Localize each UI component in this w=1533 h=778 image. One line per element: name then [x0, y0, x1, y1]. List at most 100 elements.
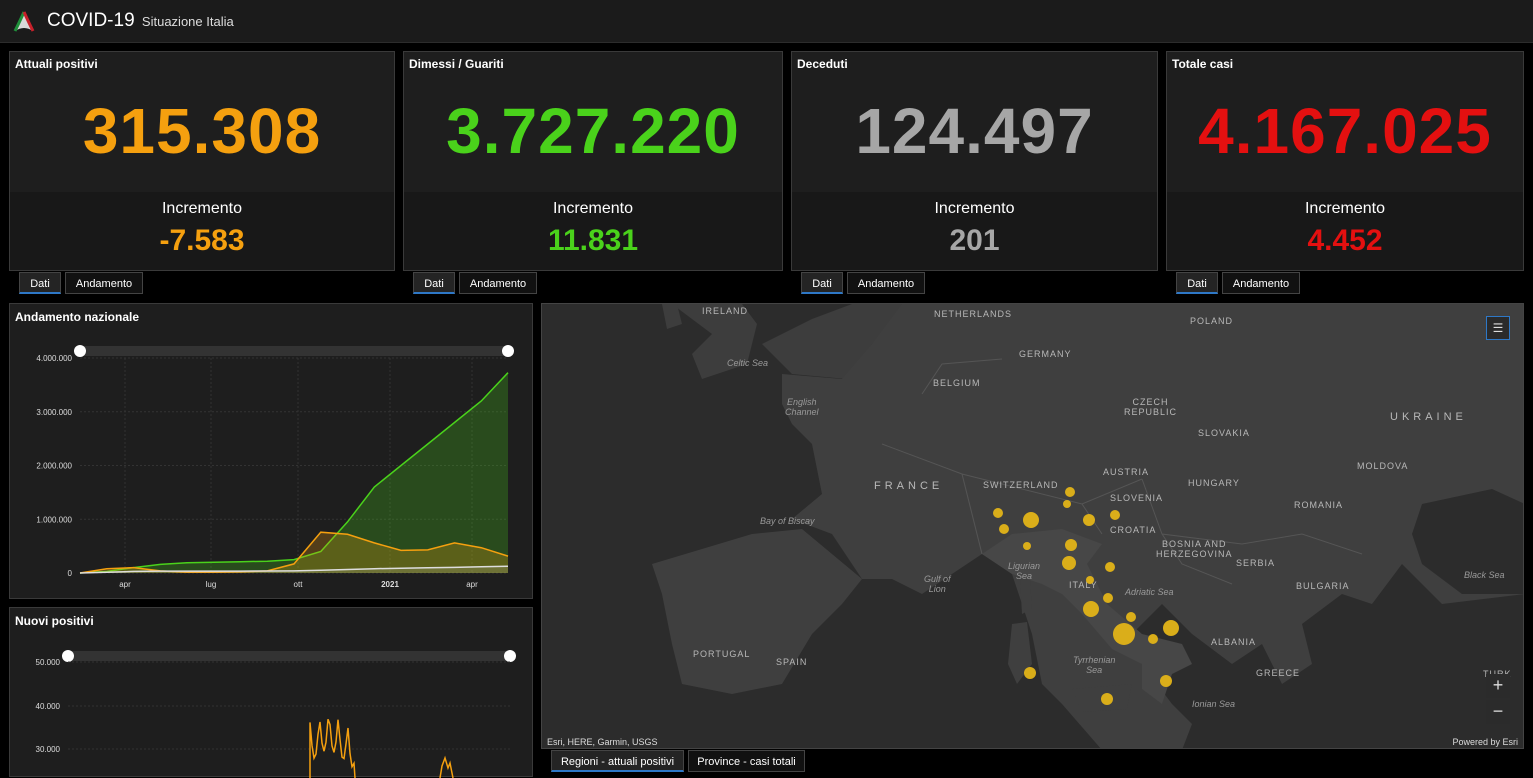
map-label-italy: ITALY [1069, 580, 1098, 590]
y-tick-label: 50.000 [36, 658, 61, 667]
series-area [80, 532, 508, 573]
increment-value: 11.831 [547, 224, 639, 257]
map-powered-by[interactable]: Powered by Esri [1452, 737, 1518, 747]
region-marker [1113, 623, 1135, 645]
y-tick-label: 1.000.000 [36, 515, 72, 524]
tab-andamento[interactable]: Andamento [847, 272, 925, 294]
map-label-serbia: SERBIA [1236, 558, 1276, 568]
region-marker [1023, 542, 1031, 550]
app-logo-icon [13, 11, 35, 32]
chart-title: Nuovi positivi [15, 614, 94, 628]
region-marker [1024, 667, 1036, 679]
map-label-english-channel: English Channel [785, 397, 819, 417]
region-marker [1065, 539, 1077, 551]
map-label-adriatic: Adriatic Sea [1125, 587, 1174, 597]
increment-label: Incremento [1304, 200, 1386, 217]
map-label-netherlands: NETHERLANDS [934, 309, 1013, 319]
increment-value: -7.583 [159, 224, 245, 257]
x-tick-label: apr [466, 580, 478, 589]
map-attribution: Esri, HERE, Garmin, USGS [547, 737, 658, 747]
card-title: Attuali positivi [15, 57, 98, 71]
tab-province[interactable]: Province - casi totali [688, 750, 805, 772]
region-marker [1063, 500, 1071, 508]
map-label-tyrrhenian: Tyrrhenian Sea [1073, 655, 1116, 675]
tab-dati[interactable]: Dati [19, 272, 61, 294]
region-marker [1110, 510, 1120, 520]
tab-dati[interactable]: Dati [801, 272, 843, 294]
map-label-ionian: Ionian Sea [1192, 699, 1236, 709]
card-lower-panel [10, 192, 394, 270]
map-markers [993, 487, 1179, 705]
increment-value: 201 [949, 224, 1000, 257]
map-label-croatia: CROATIA [1110, 525, 1157, 535]
card-title: Dimessi / Guariti [409, 57, 504, 71]
panel-nuovi-positivi: Nuovi positivi 30.000 40.000 50.000 [9, 607, 533, 778]
map-label-slovenia: SLOVENIA [1110, 493, 1164, 503]
y-tick-label: 0 [68, 569, 73, 578]
region-marker [1023, 512, 1039, 528]
panel-andamento-nazionale: Andamento nazionale 0 1.000.000 2.000.000 3… [9, 303, 533, 599]
region-marker [1105, 562, 1115, 572]
tab-andamento[interactable]: Andamento [1222, 272, 1300, 294]
card-totale-casi: Totale casi 4.167.025 Incremento 4.452 [1166, 51, 1524, 271]
card-value: 4.167.025 [1198, 95, 1492, 167]
region-marker [993, 508, 1003, 518]
region-marker [999, 524, 1009, 534]
map-label-germany: GERMANY [1019, 349, 1072, 359]
card-attuali-positivi: Attuali positivi 315.308 Incremento -7.5… [9, 51, 395, 271]
card-title: Totale casi [1172, 57, 1234, 71]
subtitle-text: Situazione Italia [141, 14, 234, 29]
region-marker [1148, 634, 1158, 644]
series-line [309, 718, 454, 778]
region-marker [1062, 556, 1076, 570]
tab-dati[interactable]: Dati [1176, 272, 1218, 294]
y-tick-label: 3.000.000 [36, 408, 72, 417]
card-value: 315.308 [82, 95, 322, 167]
map-label-greece: GREECE [1256, 668, 1301, 678]
map-label-ligurian: Ligurian Sea [1008, 561, 1041, 581]
region-marker [1086, 576, 1094, 584]
increment-label: Incremento [934, 200, 1015, 217]
y-tick-label: 4.000.000 [36, 354, 72, 363]
map-label-bay-biscay: Bay of Biscay [760, 516, 815, 526]
tab-regioni[interactable]: Regioni - attuali positivi [551, 750, 684, 772]
y-tick-label: 40.000 [36, 702, 61, 711]
y-tick-label: 2.000.000 [36, 462, 72, 471]
x-tick-label: 2021 [381, 580, 399, 589]
x-tick-label: apr [119, 580, 131, 589]
series-line [79, 531, 509, 574]
card-lower-panel [792, 192, 1157, 270]
range-slider-handle-left [62, 650, 74, 662]
map-label-slovakia: SLOVAKIA [1198, 428, 1250, 438]
series-area [80, 372, 508, 573]
chart-title: Andamento nazionale [15, 310, 140, 324]
tab-andamento[interactable]: Andamento [65, 272, 143, 294]
region-marker [1065, 487, 1075, 497]
map-label-austria: AUSTRIA [1103, 467, 1150, 477]
map-view[interactable]: IRELAND NETHERLANDS POLAND GERMANY BELGI… [541, 303, 1524, 749]
y-tick-label: 30.000 [36, 745, 61, 754]
range-slider-handle-right [502, 345, 514, 357]
legend-list-icon[interactable]: ☰ [1486, 316, 1510, 340]
map-label-france: FRANCE [874, 480, 944, 492]
tab-dati[interactable]: Dati [413, 272, 455, 294]
zoom-in-button[interactable]: + [1486, 674, 1510, 698]
card-lower-panel [404, 192, 782, 270]
tab-andamento[interactable]: Andamento [459, 272, 537, 294]
series-line [79, 565, 509, 574]
region-marker [1160, 675, 1172, 687]
range-slider-handle-left [74, 345, 86, 357]
increment-label: Incremento [552, 200, 634, 217]
map-label-celtic-sea: Celtic Sea [727, 358, 769, 368]
map-label-gulf-lion: Gulf of Lion [924, 574, 951, 594]
card-dimessi-guariti: Dimessi / Guariti 3.727.220 Incremento 1… [403, 51, 783, 271]
zoom-out-button[interactable]: − [1486, 700, 1510, 724]
map-label-spain: SPAIN [776, 657, 808, 667]
national-trend-chart: 0 1.000.000 2.000.000 3.000.000 4.000.000 apr… [36, 345, 514, 589]
region-marker [1083, 514, 1095, 526]
map-label-ireland: IRELAND [702, 306, 749, 316]
map-label-bulgaria: BULGARIA [1296, 581, 1350, 591]
map-label-hungary: HUNGARY [1188, 478, 1240, 488]
range-slider-track [80, 346, 508, 356]
increment-value: 4.452 [1307, 224, 1383, 257]
